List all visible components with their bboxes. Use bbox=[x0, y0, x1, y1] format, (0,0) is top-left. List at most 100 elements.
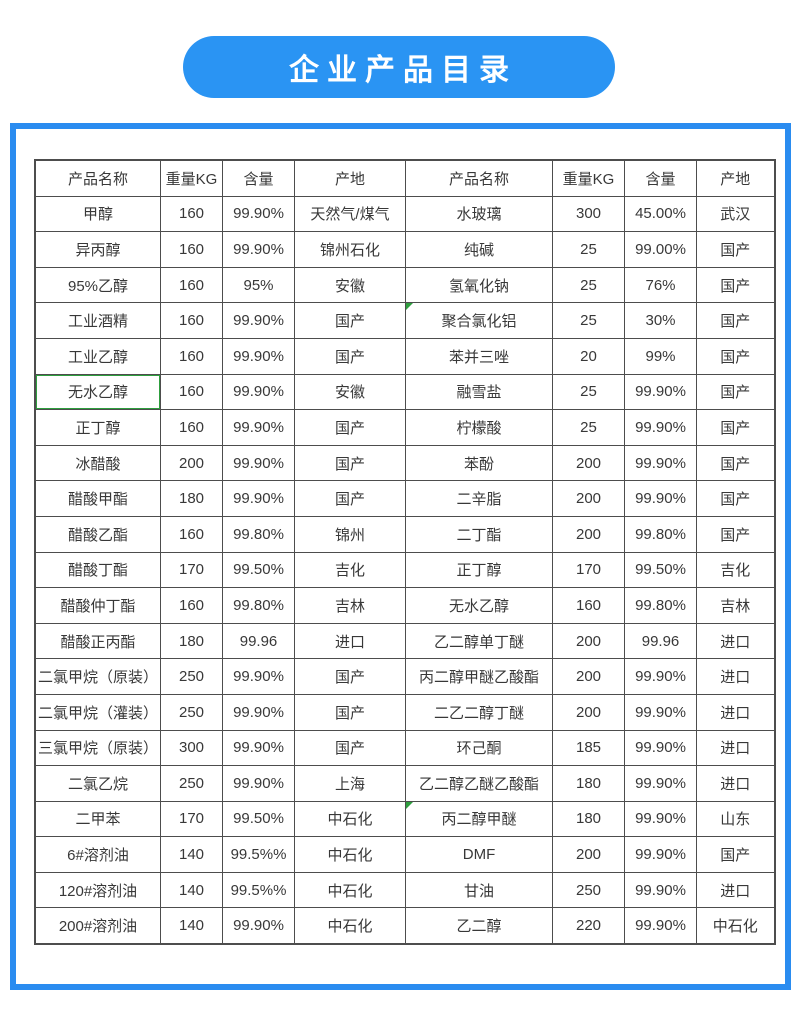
table-body: 甲醇 160 99.90% 天然气/煤气 水玻璃 300 45.00% 武汉 异丙醇 160 99.… bbox=[34, 195, 776, 945]
origin-cell: 进口 bbox=[696, 765, 776, 802]
table-row: 二甲苯 170 99.50% 中石化 丙二醇甲醚 180 99.90% 山东 bbox=[34, 800, 776, 838]
page-title: 企业产品目录 bbox=[183, 36, 615, 98]
content-cell: 99.90% bbox=[222, 765, 296, 802]
content-cell: 99.90% bbox=[222, 658, 296, 695]
weight-cell: 170 bbox=[160, 551, 224, 589]
content-cell: 99.80% bbox=[222, 587, 296, 624]
content-cell: 99.90% bbox=[222, 302, 296, 339]
weight-cell: 140 bbox=[160, 836, 224, 873]
product-name-cell: 200#溶剂油 bbox=[34, 907, 162, 945]
weight-cell: 170 bbox=[160, 800, 224, 838]
content-cell: 99.90% bbox=[222, 693, 296, 731]
content-cell: 99.80% bbox=[624, 515, 698, 553]
weight-cell: 160 bbox=[160, 231, 224, 268]
origin-cell: 国产 bbox=[696, 337, 776, 375]
table-row: 醋酸正丙酯 180 99.96 进口 乙二醇单丁醚 200 99.96 进口 bbox=[34, 622, 776, 660]
content-cell: 99.90% bbox=[624, 765, 698, 802]
origin-cell: 国产 bbox=[294, 693, 407, 731]
origin-cell: 国产 bbox=[294, 480, 407, 517]
weight-cell: 160 bbox=[160, 337, 224, 375]
origin-cell: 国产 bbox=[696, 302, 776, 339]
column-header: 产地 bbox=[294, 159, 407, 197]
product-name-cell: 环己酮 bbox=[405, 729, 554, 767]
origin-cell: 国产 bbox=[696, 266, 776, 304]
content-cell: 99.5%% bbox=[222, 836, 296, 873]
origin-cell: 国产 bbox=[696, 444, 776, 482]
column-header: 产地 bbox=[696, 159, 776, 197]
origin-cell: 进口 bbox=[696, 658, 776, 695]
content-cell: 99.90% bbox=[624, 871, 698, 909]
weight-cell: 160 bbox=[160, 409, 224, 446]
origin-cell: 中石化 bbox=[294, 871, 407, 909]
weight-cell: 160 bbox=[160, 266, 224, 304]
weight-cell: 25 bbox=[552, 373, 626, 411]
content-cell: 45.00% bbox=[624, 195, 698, 233]
table-row: 醋酸仲丁酯 160 99.80% 吉林 无水乙醇 160 99.80% 吉林 bbox=[34, 587, 776, 624]
table-row: 醋酸乙酯 160 99.80% 锦州 二丁酯 200 99.80% 国产 bbox=[34, 515, 776, 553]
weight-cell: 140 bbox=[160, 871, 224, 909]
origin-cell: 国产 bbox=[696, 373, 776, 411]
content-cell: 99.00% bbox=[624, 231, 698, 268]
weight-cell: 200 bbox=[552, 480, 626, 517]
origin-cell: 吉林 bbox=[696, 587, 776, 624]
product-name-cell: 二乙二醇丁醚 bbox=[405, 693, 554, 731]
product-name-cell: 正丁醇 bbox=[405, 551, 554, 589]
table-row: 二氯乙烷 250 99.90% 上海 乙二醇乙醚乙酸酯 180 99.90% 进口 bbox=[34, 765, 776, 802]
product-name-cell: 无水乙醇 bbox=[34, 373, 162, 411]
weight-cell: 160 bbox=[160, 373, 224, 411]
weight-cell: 180 bbox=[552, 765, 626, 802]
product-name-cell: 醋酸丁酯 bbox=[34, 551, 162, 589]
product-name-cell: 三氯甲烷（原装） bbox=[34, 729, 162, 767]
content-cell: 95% bbox=[222, 266, 296, 304]
table-header: 产品名称 重量KG 含量 产地 产品名称 重量KG 含量 产地 bbox=[34, 159, 776, 197]
weight-cell: 250 bbox=[160, 765, 224, 802]
column-header: 含量 bbox=[624, 159, 698, 197]
product-name-cell: 乙二醇 bbox=[405, 907, 554, 945]
product-name-cell: 水玻璃 bbox=[405, 195, 554, 233]
content-cell: 99.90% bbox=[624, 444, 698, 482]
content-cell: 99.90% bbox=[222, 337, 296, 375]
origin-cell: 锦州 bbox=[294, 515, 407, 553]
weight-cell: 160 bbox=[160, 195, 224, 233]
product-name-cell: 工业乙醇 bbox=[34, 337, 162, 375]
weight-cell: 140 bbox=[160, 907, 224, 945]
table-row: 三氯甲烷（原装） 300 99.90% 国产 环己酮 185 99.90% 进口 bbox=[34, 729, 776, 767]
origin-cell: 国产 bbox=[294, 337, 407, 375]
origin-cell: 吉化 bbox=[294, 551, 407, 589]
origin-cell: 山东 bbox=[696, 800, 776, 838]
origin-cell: 上海 bbox=[294, 765, 407, 802]
weight-cell: 200 bbox=[552, 515, 626, 553]
origin-cell: 国产 bbox=[696, 409, 776, 446]
origin-cell: 安徽 bbox=[294, 266, 407, 304]
table-row: 冰醋酸 200 99.90% 国产 苯酚 200 99.90% 国产 bbox=[34, 444, 776, 482]
product-name-cell: 6#溶剂油 bbox=[34, 836, 162, 873]
content-cell: 99.90% bbox=[624, 907, 698, 945]
content-cell: 99.50% bbox=[222, 800, 296, 838]
product-name-cell: 乙二醇单丁醚 bbox=[405, 622, 554, 660]
content-cell: 99.90% bbox=[222, 231, 296, 268]
origin-cell: 吉化 bbox=[696, 551, 776, 589]
product-name-cell: 二氯甲烷（灌装） bbox=[34, 693, 162, 731]
content-cell: 99.50% bbox=[222, 551, 296, 589]
column-header: 重量KG bbox=[160, 159, 224, 197]
weight-cell: 180 bbox=[160, 622, 224, 660]
table-row: 无水乙醇 160 99.90% 安徽 融雪盐 25 99.90% 国产 bbox=[34, 373, 776, 411]
weight-cell: 250 bbox=[160, 693, 224, 731]
origin-cell: 安徽 bbox=[294, 373, 407, 411]
origin-cell: 国产 bbox=[696, 231, 776, 268]
table-row: 工业酒精 160 99.90% 国产 聚合氯化铝 25 30% 国产 bbox=[34, 302, 776, 339]
product-name-cell: 乙二醇乙醚乙酸酯 bbox=[405, 765, 554, 802]
table-row: 二氯甲烷（灌装） 250 99.90% 国产 二乙二醇丁醚 200 99.90% 进口 bbox=[34, 693, 776, 731]
weight-cell: 25 bbox=[552, 266, 626, 304]
weight-cell: 300 bbox=[552, 195, 626, 233]
origin-cell: 中石化 bbox=[696, 907, 776, 945]
product-name-cell: 丙二醇甲醚乙酸酯 bbox=[405, 658, 554, 695]
content-cell: 99.90% bbox=[222, 907, 296, 945]
origin-cell: 进口 bbox=[696, 693, 776, 731]
table-row: 甲醇 160 99.90% 天然气/煤气 水玻璃 300 45.00% 武汉 bbox=[34, 195, 776, 233]
table-row: 200#溶剂油 140 99.90% 中石化 乙二醇 220 99.90% 中石化 bbox=[34, 907, 776, 945]
weight-cell: 200 bbox=[552, 444, 626, 482]
table-row: 正丁醇 160 99.90% 国产 柠檬酸 25 99.90% 国产 bbox=[34, 409, 776, 446]
product-name-cell: 120#溶剂油 bbox=[34, 871, 162, 909]
content-cell: 99.90% bbox=[222, 480, 296, 517]
